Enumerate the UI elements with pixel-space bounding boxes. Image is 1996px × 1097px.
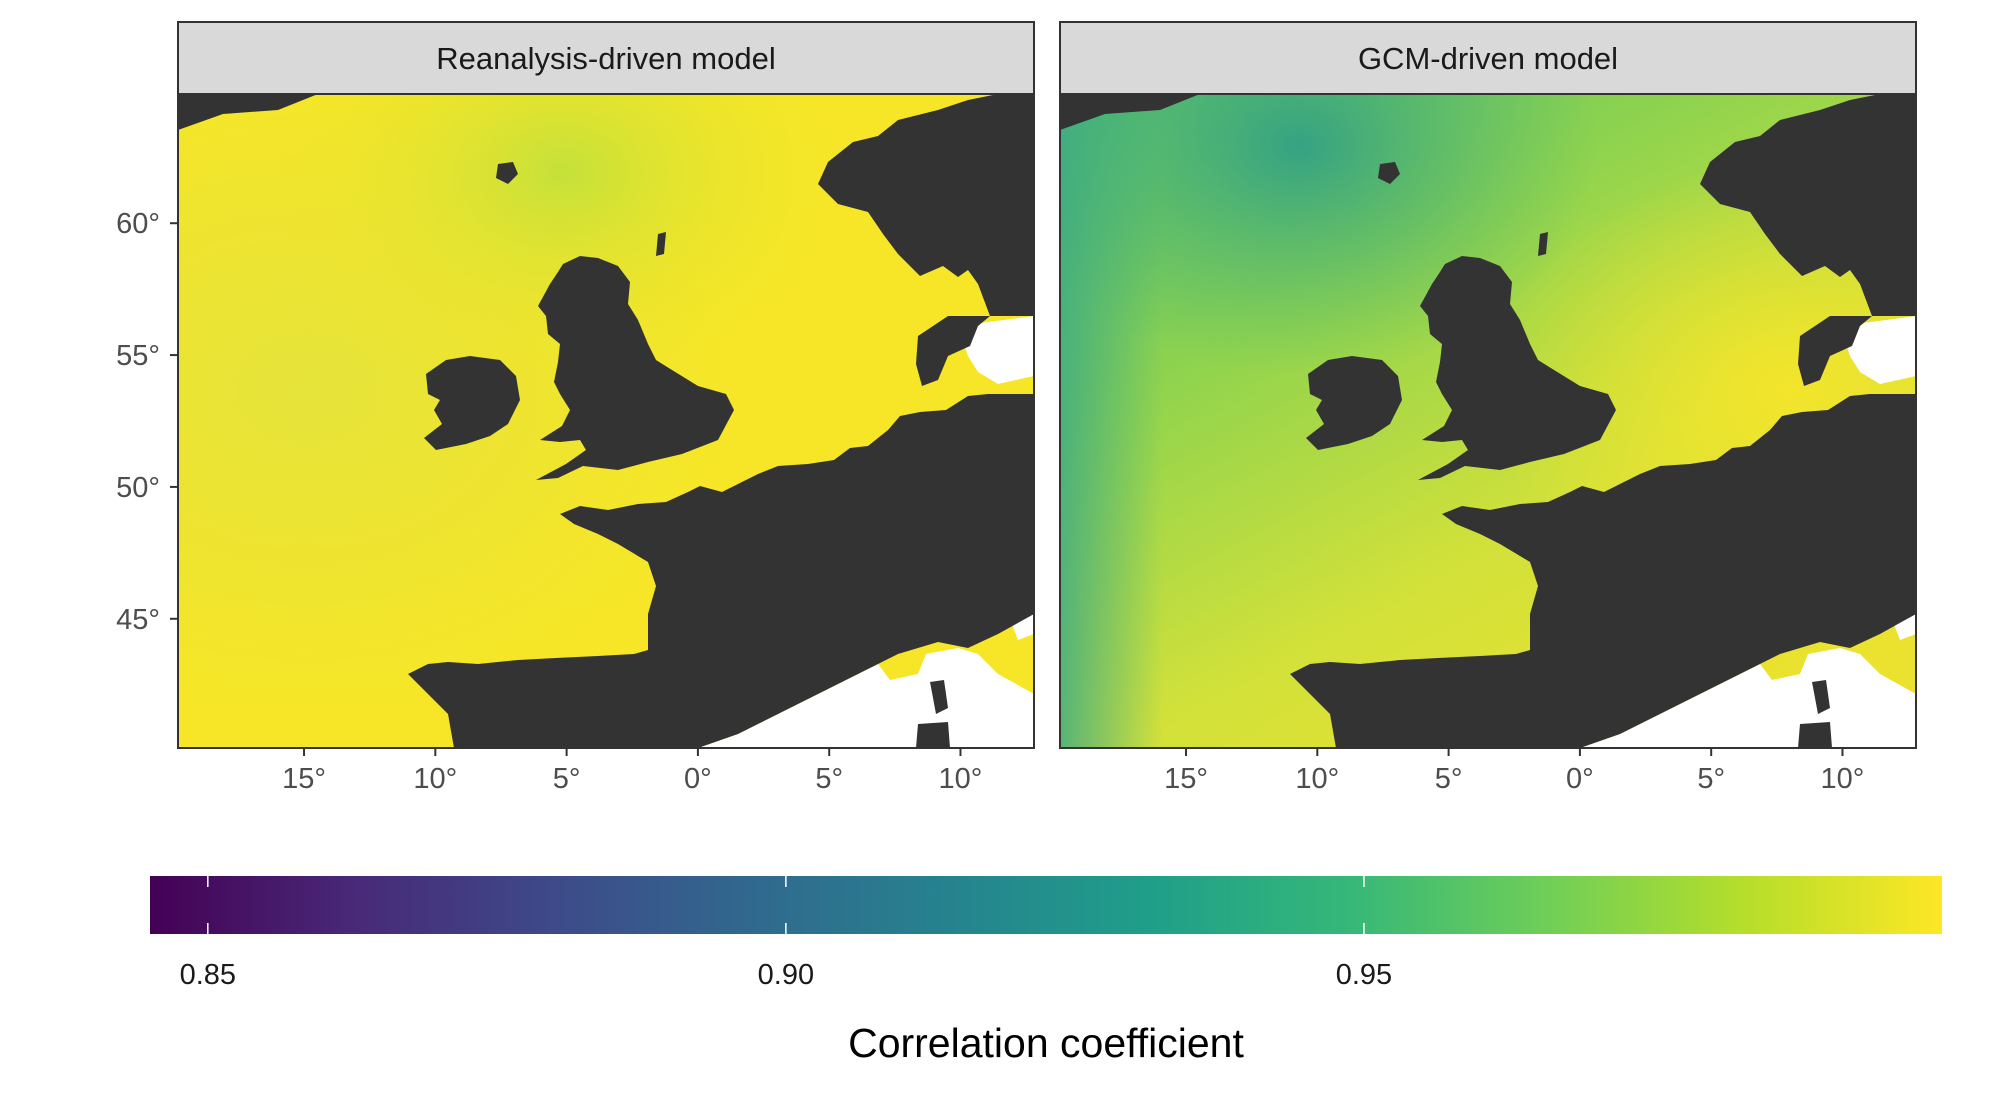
x-tick-label: 10°	[413, 763, 457, 795]
panel-border	[1059, 93, 1917, 749]
x-tick-label: 0°	[1566, 763, 1594, 795]
map-gcm	[1060, 94, 1916, 748]
colorbar	[150, 876, 1942, 934]
x-tick-label: 5°	[815, 763, 843, 795]
map-reanalysis	[178, 94, 1034, 748]
x-tick-label: 15°	[282, 763, 326, 795]
x-tick-label: 5°	[1435, 763, 1463, 795]
x-tick-label: 10°	[1295, 763, 1339, 795]
y-tick-label: 60°	[116, 208, 160, 240]
y-tick-label: 45°	[116, 604, 160, 636]
x-axis-gcm: 15° 10° 5° 0° 5° 10°	[1164, 748, 1864, 795]
x-axis-reanalysis: 15° 10° 5° 0° 5° 10°	[282, 748, 982, 795]
panel-title: GCM-driven model	[1358, 41, 1618, 76]
x-tick-label: 5°	[1697, 763, 1725, 795]
x-tick-label: 10°	[1821, 763, 1865, 795]
y-tick-label: 55°	[116, 340, 160, 372]
panel-reanalysis: Reanalysis-driven model	[177, 21, 1035, 749]
strip-background	[177, 21, 1035, 95]
colorbar-ticks: 0.85 0.90 0.95	[180, 876, 1392, 991]
y-axis: 60° 55° 50° 45°	[116, 208, 178, 636]
y-tick-label: 50°	[116, 472, 160, 504]
panel-border	[177, 93, 1035, 749]
colorbar-legend: 0.85 0.90 0.95 Correlation coefficient	[150, 876, 1942, 1066]
panel-gcm: GCM-driven model	[1059, 21, 1917, 749]
x-tick-label: 5°	[553, 763, 581, 795]
colorbar-tick-label: 0.90	[758, 959, 814, 991]
x-tick-label: 15°	[1164, 763, 1208, 795]
colorbar-tick-label: 0.95	[1336, 959, 1392, 991]
strip-background	[1059, 21, 1917, 95]
panel-title: Reanalysis-driven model	[436, 41, 775, 76]
x-tick-label: 10°	[939, 763, 983, 795]
colorbar-tick-label: 0.85	[180, 959, 236, 991]
colorbar-title: Correlation coefficient	[848, 1020, 1244, 1066]
x-tick-label: 0°	[684, 763, 712, 795]
